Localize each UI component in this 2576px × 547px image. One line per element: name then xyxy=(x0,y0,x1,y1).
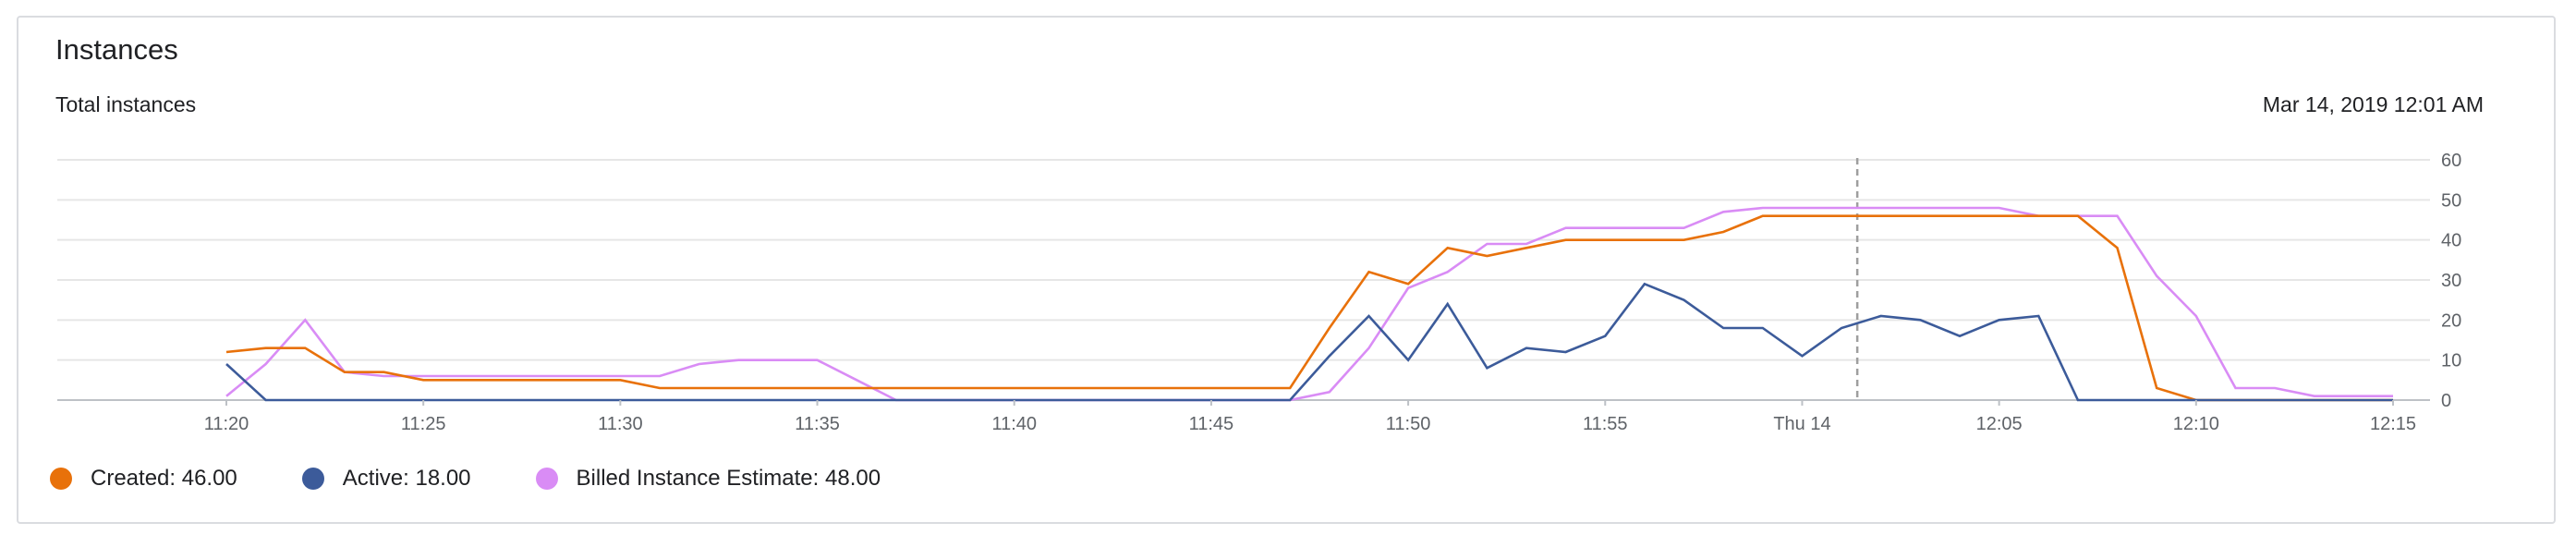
y-tick-label-20: 20 xyxy=(2441,310,2461,331)
x-tick-label-2: 11:30 xyxy=(598,414,643,434)
chart-subtitle: Total instances xyxy=(55,92,197,116)
cursor-timestamp: Mar 14, 2019 12:01 AM xyxy=(2262,92,2484,116)
chart-legend: Created: 46.00 Active: 18.00 Billed Inst… xyxy=(50,462,945,495)
y-tick-label-0: 0 xyxy=(2441,391,2451,411)
y-tick-label-40: 40 xyxy=(2441,231,2461,251)
series-lines[interactable] xyxy=(225,206,2393,402)
series-line-billed-instance-estimate[interactable] xyxy=(225,206,2393,402)
card-title: Instances xyxy=(55,33,178,66)
y-tick-label-30: 30 xyxy=(2441,271,2461,291)
y-tick-label-10: 10 xyxy=(2441,351,2461,371)
legend-label-active: Active: 18.00 xyxy=(342,466,471,491)
x-tick-label-8: Thu 14 xyxy=(1773,414,1830,434)
active-legend-dot xyxy=(301,468,324,490)
instances-card xyxy=(17,16,2556,524)
series-line-active[interactable] xyxy=(225,282,2393,402)
series-line-created[interactable] xyxy=(225,214,2393,402)
x-tick-label-9: 12:05 xyxy=(1976,414,2023,434)
created-legend-dot xyxy=(50,468,72,490)
x-tick-label-10: 12:10 xyxy=(2173,414,2219,434)
x-tick-label-6: 11:50 xyxy=(1386,414,1431,434)
legend-item-billed[interactable]: Billed Instance Estimate: 48.00 xyxy=(535,466,881,492)
billed-legend-dot xyxy=(535,468,558,490)
legend-label-created: Created: 46.00 xyxy=(91,466,237,491)
x-tick-label-4: 11:40 xyxy=(991,414,1037,434)
x-tick-label-1: 11:25 xyxy=(401,414,446,434)
x-tick-label-5: 11:45 xyxy=(1189,414,1234,434)
x-tick-label-3: 11:35 xyxy=(795,414,840,434)
x-tick-label-0: 11:20 xyxy=(204,414,249,434)
y-axis-ticks: 0 10 20 30 40 50 60 xyxy=(2441,151,2461,411)
y-tick-label-60: 60 xyxy=(2441,151,2461,171)
legend-item-active[interactable]: Active: 18.00 xyxy=(301,466,471,492)
x-tick-label-7: 11:55 xyxy=(1583,414,1628,434)
x-axis-ticks: 11:20 11:25 11:30 11:35 11:40 11:45 11:50 11:55… xyxy=(204,400,2416,434)
legend-label-billed: Billed Instance Estimate: 48.00 xyxy=(576,466,881,491)
y-tick-label-50: 50 xyxy=(2441,190,2461,211)
x-tick-label-11: 12:15 xyxy=(2370,414,2416,434)
grid-lines xyxy=(57,159,2430,401)
legend-item-created[interactable]: Created: 46.00 xyxy=(50,466,237,492)
